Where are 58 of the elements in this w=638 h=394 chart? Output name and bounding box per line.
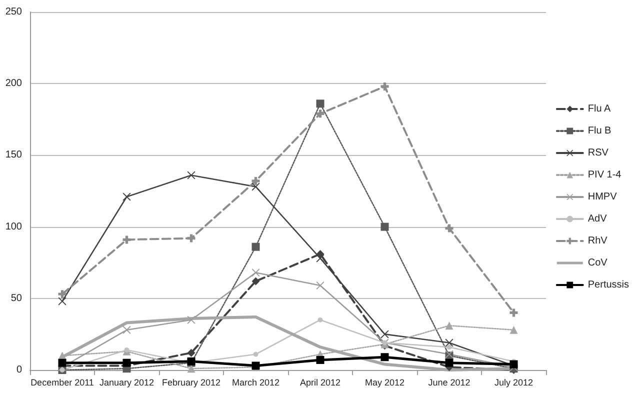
legend-label: HMPV bbox=[588, 192, 618, 202]
y-tick-label: 50 bbox=[10, 292, 22, 304]
point bbox=[510, 326, 518, 334]
point bbox=[58, 358, 66, 367]
y-tick-label: 250 bbox=[5, 6, 22, 18]
point bbox=[510, 308, 518, 317]
point bbox=[187, 348, 196, 357]
point bbox=[122, 358, 131, 367]
legend-label: PIV 1-4 bbox=[588, 170, 622, 180]
x-tick-label: December 2011 bbox=[30, 378, 94, 388]
point bbox=[122, 236, 131, 244]
point bbox=[446, 344, 452, 350]
point bbox=[58, 290, 66, 298]
point bbox=[445, 338, 454, 347]
point bbox=[445, 322, 454, 330]
point bbox=[187, 171, 196, 180]
y-tick-label: 150 bbox=[5, 150, 22, 161]
point bbox=[445, 358, 454, 367]
x-tick-label: January 2012 bbox=[99, 378, 154, 388]
x-tick-label: April 2012 bbox=[300, 378, 341, 388]
point bbox=[187, 316, 196, 324]
legend-label: RhV bbox=[588, 236, 608, 246]
point bbox=[252, 182, 260, 191]
x-tick-label: July 2012 bbox=[494, 378, 534, 388]
y-tick-label: 100 bbox=[5, 221, 22, 232]
point bbox=[187, 234, 196, 242]
point bbox=[380, 222, 389, 231]
y-tick-label: 0 bbox=[16, 364, 22, 376]
legend-label: Flu B bbox=[588, 126, 612, 136]
x-tick-label: June 2012 bbox=[428, 378, 470, 388]
point bbox=[316, 100, 324, 108]
y-tick-label: 200 bbox=[5, 78, 22, 90]
point bbox=[380, 82, 389, 90]
point bbox=[316, 110, 324, 118]
point bbox=[252, 277, 260, 286]
point bbox=[253, 352, 258, 357]
point bbox=[122, 192, 131, 201]
point bbox=[316, 254, 324, 262]
point bbox=[445, 224, 454, 232]
point bbox=[187, 364, 196, 373]
point bbox=[124, 347, 130, 352]
point bbox=[252, 242, 260, 251]
x-tick-label: February 2012 bbox=[162, 378, 221, 388]
legend-label: CoV bbox=[588, 258, 608, 268]
point bbox=[380, 330, 389, 338]
legend-label: Flu A bbox=[588, 104, 611, 114]
legend-label: Pertussis bbox=[588, 280, 629, 290]
legend-label: RSV bbox=[588, 148, 609, 158]
point bbox=[380, 353, 389, 362]
point bbox=[58, 297, 66, 306]
x-tick-label: March 2012 bbox=[232, 378, 280, 388]
legend-label: AdV bbox=[588, 214, 608, 224]
point bbox=[122, 326, 131, 334]
x-tick-label: May 2012 bbox=[364, 378, 405, 388]
point bbox=[318, 317, 323, 322]
point bbox=[252, 268, 260, 277]
point bbox=[252, 176, 260, 185]
point bbox=[316, 356, 324, 364]
